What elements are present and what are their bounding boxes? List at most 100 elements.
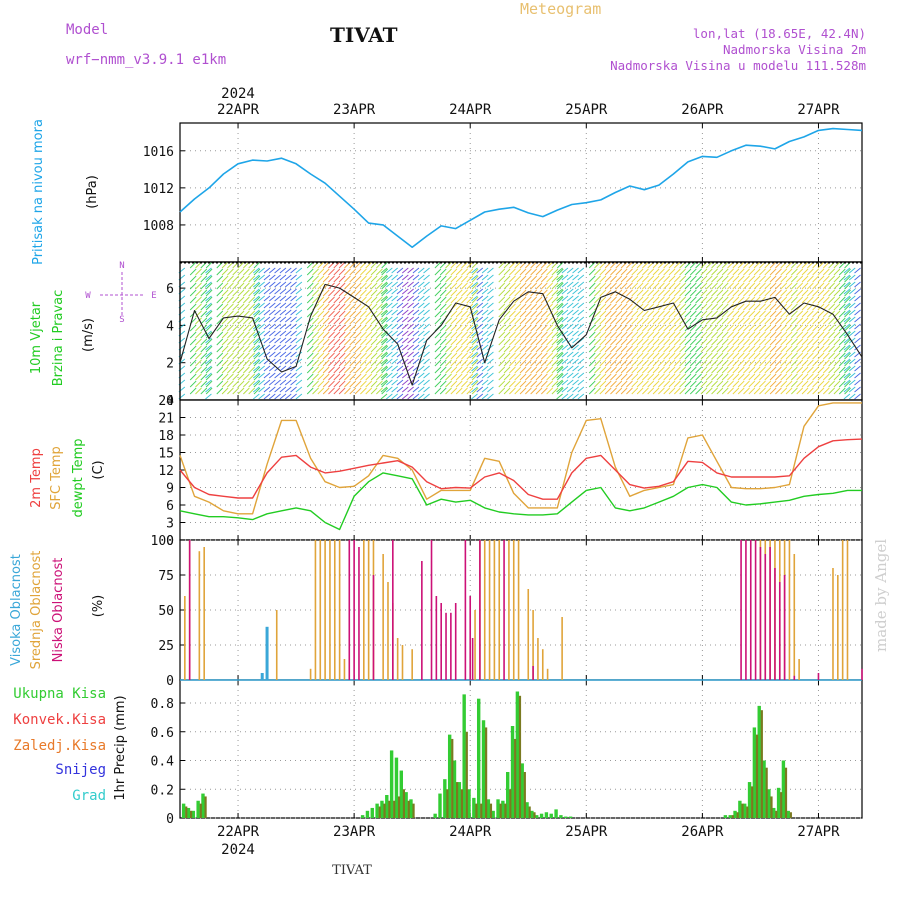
wind-barb [412,330,420,337]
compass-letter: N [119,261,124,271]
cloud-bar [778,582,781,680]
wind-barb [248,359,256,367]
wind-barb [636,317,644,325]
wind-barb [833,366,841,374]
wind-barb [848,274,856,281]
wind-barb [848,309,856,316]
wind-barb [636,352,644,360]
wind-barb [620,380,628,388]
wind-barb [535,345,543,353]
wind-barb [412,393,420,400]
precip-bar [185,806,188,818]
wind-barb [386,386,393,393]
wind-barb [279,302,287,309]
cloud-bar [440,603,442,680]
precip-bar [446,789,449,818]
wind-barb [471,274,478,281]
wind-barb [854,372,861,379]
wind-barb [577,274,585,281]
wind-barb [354,289,362,297]
wind-barb [540,317,548,325]
wind-barb [445,387,452,395]
wind-barb [466,387,474,395]
wind-barb [737,282,745,290]
wind-barb [848,302,856,309]
wind-barb [796,380,804,388]
wind-barb [417,274,425,281]
wind-barb [402,351,409,358]
wind-barb [668,296,676,304]
wind-barb [727,289,734,297]
wind-barb [599,310,607,318]
wind-barb [566,365,574,372]
wind-barb [759,282,766,290]
wind-barb [396,358,404,365]
wind-barb [727,338,734,346]
wind-barb [243,310,250,318]
wind-barb [200,289,208,297]
wind-barb [402,288,409,295]
wind-barb [663,331,671,339]
wind-barb [551,282,559,290]
wind-barb [838,331,846,339]
wind-barb [817,373,825,381]
wind-barb [221,317,229,325]
wind-barb [785,282,793,290]
wind-barb [328,359,335,367]
wind-barb [253,386,260,393]
wind-barb [791,331,798,339]
precip-bar [412,803,415,818]
wind-barb [487,379,494,386]
wind-barb [412,295,420,302]
wind-barb [439,324,447,332]
wind-barb [599,359,607,367]
wind-barb [450,338,458,346]
wind-barb [514,380,522,388]
wind-barb [689,289,697,297]
wind-barb [365,373,373,381]
wind-barb [322,268,330,276]
wind-barb [258,379,265,386]
wind-barb [812,331,819,339]
wind-barb [360,359,367,367]
wind-barb [604,345,612,353]
wind-barb [232,317,240,325]
wind-barb [844,268,851,276]
wind-barb [679,380,686,388]
wind-barb [610,366,617,374]
wind-barb [594,268,601,276]
wind-barb [284,323,292,330]
wind-barb [780,317,788,325]
wind-barb [412,316,420,323]
wind-barb [216,331,224,339]
wind-barb [652,317,660,325]
wind-barb [200,359,208,367]
wind-barb [481,372,489,379]
wind-barb [551,387,559,395]
wind-barb [844,352,851,360]
wind-barb [295,295,303,302]
wind-barb [769,289,777,297]
wind-barb [658,345,665,353]
wind-barb [290,302,297,309]
wind-barb [705,380,713,388]
wind-barb [274,351,281,358]
wind-barb [258,288,265,295]
wind-barb [216,373,224,381]
wind-barb [284,358,292,365]
wind-barb [498,366,506,374]
wind-barb [561,281,569,288]
wind-barb [791,338,798,346]
wind-barb [519,345,527,353]
wind-barb [705,345,713,353]
wind-barb [604,331,612,339]
wind-barb [801,345,809,353]
wind-barb [200,282,208,290]
cloud-bar [309,668,312,680]
wind-barb [412,344,420,351]
wind-barb [652,366,660,374]
wind-barb [514,324,522,332]
wind-barb [407,386,414,393]
wind-barb [274,288,281,295]
wind-barb [391,365,398,372]
